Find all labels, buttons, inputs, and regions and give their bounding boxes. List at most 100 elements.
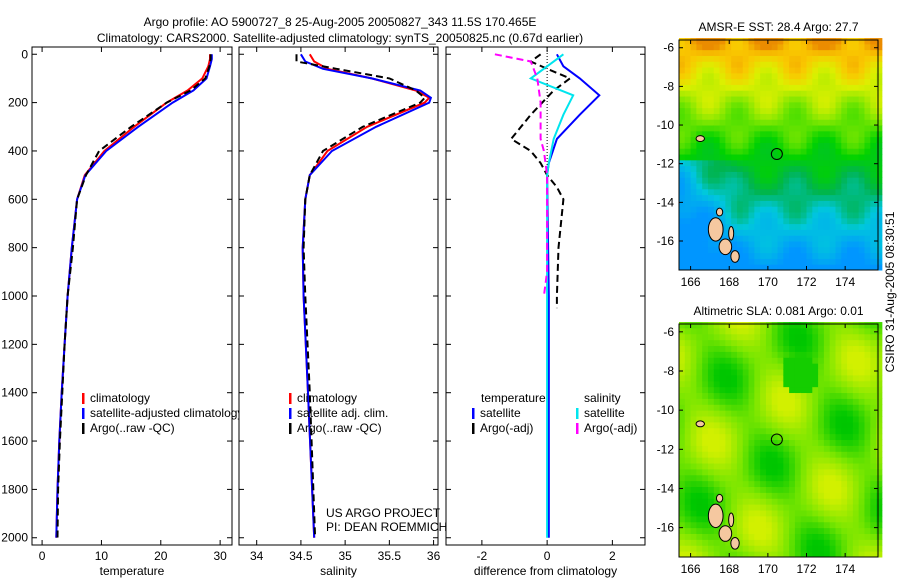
map-cell	[858, 421, 865, 429]
map-cell	[765, 521, 773, 529]
map-cell	[858, 439, 865, 446]
map-cell	[760, 252, 767, 259]
map-cell	[806, 171, 813, 178]
x-tick-label: 10	[95, 549, 109, 563]
map-cell	[870, 468, 877, 476]
map-cell	[847, 510, 854, 517]
map-cell	[858, 451, 865, 458]
map-cell	[800, 142, 808, 149]
map-cell	[725, 125, 732, 132]
map-cell	[864, 463, 871, 470]
map-cell	[702, 49, 709, 56]
map-cell	[829, 246, 836, 254]
map-cell	[748, 339, 755, 347]
map-cell	[736, 246, 744, 254]
map-cell	[858, 404, 865, 411]
map-cell	[789, 339, 796, 347]
map-cell	[754, 177, 761, 184]
map-cell	[725, 439, 732, 446]
map-cell	[731, 235, 738, 242]
map-cell	[847, 474, 854, 482]
map-cell	[777, 416, 784, 423]
map-cell	[864, 229, 871, 236]
map-cell	[841, 177, 848, 184]
map-cell	[713, 188, 721, 196]
map-cell	[818, 433, 825, 441]
map-cell	[789, 165, 796, 172]
map-cell	[702, 119, 709, 126]
map-cell	[806, 404, 813, 411]
map-cell	[876, 363, 883, 370]
map-cell	[742, 223, 750, 230]
map-cell	[679, 539, 686, 546]
map-cell	[731, 551, 738, 558]
map-cell	[864, 363, 871, 370]
map-cell	[713, 327, 721, 335]
map-cell	[841, 515, 848, 523]
map-cell	[858, 327, 865, 335]
map-cell	[870, 206, 877, 213]
map-cell	[748, 119, 755, 126]
map-cell	[719, 159, 726, 167]
map-cell	[696, 433, 703, 441]
y-tick-label: 800	[8, 241, 28, 255]
map-cell	[783, 380, 790, 388]
map-cell	[864, 322, 871, 329]
map-cell	[864, 498, 871, 505]
map-cell	[754, 533, 761, 540]
map-cell	[864, 339, 871, 347]
map-cell	[777, 38, 784, 45]
map-cell	[806, 223, 813, 230]
map-cell	[748, 258, 755, 265]
map-cell	[765, 142, 773, 149]
map-cell	[748, 386, 755, 394]
map-cell	[765, 380, 773, 388]
map-cell	[852, 188, 860, 196]
map-cell	[736, 84, 744, 91]
map-cell	[794, 206, 802, 213]
map-cell	[829, 188, 836, 196]
map-cell	[765, 421, 773, 429]
map-cell	[713, 159, 721, 167]
map-cell	[707, 545, 715, 552]
map-cell	[777, 258, 784, 265]
map-cell	[696, 339, 703, 347]
map-cell	[852, 369, 860, 376]
map-cell	[742, 72, 750, 80]
map-cell	[852, 380, 860, 388]
map-cell	[725, 386, 732, 394]
map-cell	[789, 78, 796, 85]
map-cell	[684, 72, 692, 80]
map-cell	[870, 398, 877, 405]
map-cell	[847, 392, 854, 399]
map-cell	[719, 142, 726, 149]
map-cell	[870, 235, 877, 242]
map-cell	[794, 252, 802, 259]
map-cell	[748, 451, 755, 458]
map-cell	[783, 492, 790, 499]
map-cell	[725, 551, 732, 558]
map-cell	[696, 165, 703, 172]
map-cell	[823, 38, 831, 45]
map-cell	[870, 177, 877, 184]
map-cell	[679, 504, 686, 511]
map-cell	[794, 235, 802, 242]
map-cell	[823, 49, 831, 56]
map-cell	[864, 235, 871, 242]
map-cell	[731, 136, 738, 143]
map-cell	[794, 125, 802, 132]
map-cell	[713, 363, 721, 370]
map-cell	[690, 159, 697, 167]
map-cell	[858, 223, 865, 230]
map-cell	[852, 527, 860, 535]
map-cell	[789, 374, 796, 382]
map-cell	[876, 78, 883, 85]
map-cell	[702, 136, 709, 143]
map-cell	[847, 480, 854, 488]
map-cell	[852, 142, 860, 149]
map-cell	[684, 136, 692, 143]
map-cell	[829, 142, 836, 149]
map-cell	[835, 194, 842, 201]
map-cell	[823, 404, 831, 411]
map-cell	[835, 90, 842, 97]
